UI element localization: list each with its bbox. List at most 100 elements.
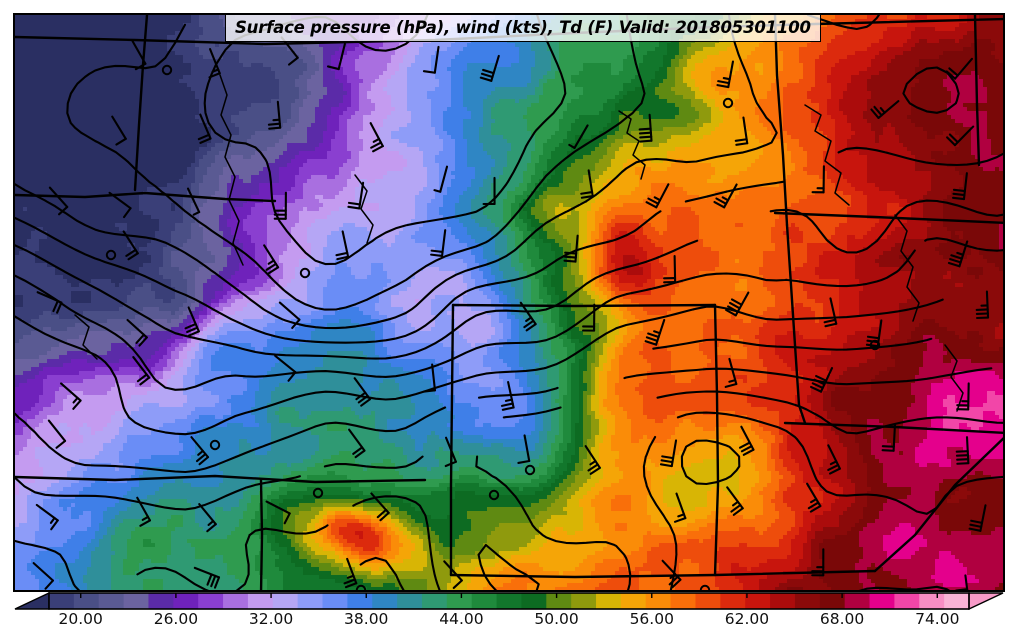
colorbar-segment [397, 593, 423, 609]
pressure-contour [837, 146, 1003, 167]
state-border [785, 223, 807, 425]
pressure-contour [235, 534, 251, 590]
state-border [15, 474, 427, 484]
colorbar-segment [247, 593, 274, 609]
wind-barb [335, 230, 350, 261]
contour-and-border-layer [15, 15, 1003, 590]
wind-barb [273, 191, 287, 220]
wind-barb [865, 319, 883, 348]
wind-barb [811, 165, 825, 194]
wind-barb [422, 363, 437, 393]
wind-barb [580, 169, 594, 199]
colorbar-segment [322, 593, 348, 609]
lake-marker [722, 97, 734, 109]
pressure-contour [248, 524, 329, 537]
wind-barb [343, 557, 358, 589]
wind-barb [126, 318, 148, 347]
colorbar-tick-label: 74.00 [915, 610, 960, 628]
wind-barb [806, 482, 822, 513]
colorbar-tick-label: 68.00 [819, 610, 865, 628]
wind-barb [47, 419, 67, 449]
wind-barb [347, 181, 365, 210]
pressure-contour [725, 180, 785, 193]
pressure-contour [15, 210, 662, 344]
wind-barb [35, 503, 59, 531]
colorbar-segment [49, 593, 75, 609]
wind-barb [326, 42, 346, 71]
wind-barb [563, 234, 579, 263]
state-border [449, 303, 455, 577]
wind-barb [716, 60, 735, 89]
wind-barb [945, 57, 974, 80]
map-panel[interactable] [13, 13, 1005, 592]
wind-barb [443, 560, 463, 590]
pressure-contour [15, 308, 695, 436]
colorbar-segment [794, 593, 821, 609]
colorbar-segment [770, 593, 796, 609]
wind-barb [190, 436, 210, 466]
wind-barb [946, 125, 975, 147]
pressure-contour [652, 337, 933, 351]
wind-barb [738, 425, 755, 456]
wind-barb [122, 230, 139, 261]
lake-marker [209, 439, 221, 451]
colorbar[interactable] [13, 592, 1005, 610]
wind-barb [968, 504, 987, 532]
lake-marker [312, 487, 324, 499]
colorbar-segment [645, 593, 672, 609]
colorbar-segment [421, 593, 448, 609]
wind-barb [638, 113, 653, 143]
wind-barb [184, 306, 200, 337]
colorbar-segment [73, 593, 100, 609]
map-title: Surface pressure (hPa), wind (kts), Td (… [225, 14, 821, 42]
colorbar-segment [272, 593, 299, 609]
colorbar-segment [869, 593, 896, 609]
wind-barb [661, 559, 682, 589]
wind-barb [811, 548, 825, 577]
wind-barb [870, 100, 900, 119]
map-layer-stack [15, 15, 1003, 590]
colorbar-tick-label: 20.00 [58, 610, 103, 628]
state-border [873, 437, 1003, 573]
pressure-contour [15, 475, 301, 511]
lake-marker [299, 267, 311, 279]
wind-barb [517, 434, 531, 464]
state-border [451, 303, 717, 308]
wind-barb [278, 301, 301, 330]
wind-barb [568, 124, 589, 149]
colorbar-segment [372, 593, 398, 609]
wind-barb [725, 291, 750, 317]
wind-barb [659, 439, 678, 468]
wind-barb [827, 444, 841, 475]
colorbar-segment [695, 593, 721, 609]
colorbar-tick-labels: 20.00 26.00 32.00 38.00 44.00 50.00 56.00 62.00… [0, 610, 1018, 633]
wind-barb [60, 382, 82, 410]
colorbar-segment [471, 593, 498, 609]
wind-barb [48, 186, 69, 216]
state-border [133, 15, 149, 192]
wind-barb [108, 191, 132, 219]
wind-barb [186, 187, 201, 216]
pressure-contour [136, 566, 210, 590]
pressure-contour [359, 556, 405, 590]
colorbar-tick-label: 32.00 [248, 610, 294, 628]
wind-barb [809, 367, 834, 393]
wind-barb [975, 290, 990, 320]
pressure-contour [477, 386, 559, 399]
colorbar-segment [894, 593, 920, 609]
colorbar-segment [223, 593, 249, 609]
colorbar-segment [546, 593, 572, 609]
wind-barb [32, 562, 54, 590]
wind-barb [645, 183, 670, 209]
wind-barb [726, 486, 744, 516]
wind-barb [348, 428, 366, 459]
lake-marker [105, 249, 117, 261]
colorbar-segment [347, 593, 373, 609]
pressure-contour [642, 435, 678, 590]
wind-barb [353, 377, 372, 407]
colorbar-segment [496, 593, 523, 609]
wind-barb [111, 115, 127, 146]
pressure-contour [656, 390, 1003, 435]
wind-barb [823, 297, 838, 328]
colorbar-segment [148, 593, 174, 609]
